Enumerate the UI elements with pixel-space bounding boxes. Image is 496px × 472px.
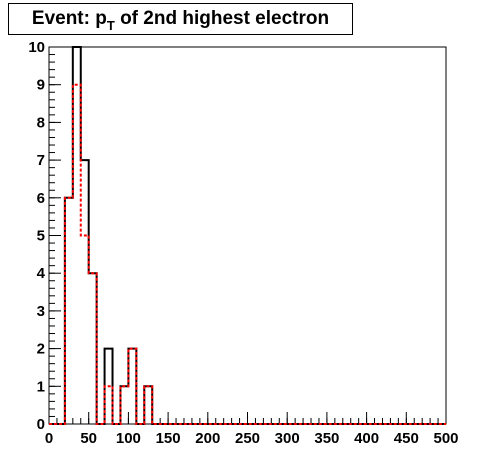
- y-tick-label: 6: [37, 190, 45, 207]
- y-tick-label: 2: [37, 341, 45, 358]
- x-tick-label: 200: [195, 430, 220, 447]
- x-tick-label: 500: [433, 430, 458, 447]
- histogram-series-2: [49, 83, 446, 425]
- x-tick-label: 150: [156, 430, 181, 447]
- title-subscript: T: [106, 18, 115, 33]
- x-tick-label: 450: [394, 430, 419, 447]
- x-tick-label: 0: [45, 430, 53, 447]
- x-tick-label: 250: [235, 430, 260, 447]
- y-tick-label: 5: [37, 228, 45, 245]
- histogram-series: [49, 46, 446, 425]
- plot-frame: [48, 46, 447, 425]
- title-prefix: Event: p: [31, 8, 107, 29]
- y-tick-label: 8: [37, 114, 45, 131]
- y-tick-label: 9: [37, 77, 45, 94]
- title-box: Event: pT of 2nd highest electron: [8, 3, 353, 35]
- chart-title: Event: pT of 2nd highest electron: [9, 8, 352, 33]
- x-tick-label: 300: [275, 430, 300, 447]
- y-tick-label: 7: [37, 152, 45, 169]
- y-tick-label: 10: [28, 39, 45, 56]
- x-tick-label: 350: [314, 430, 339, 447]
- y-tick-label: 4: [37, 265, 46, 282]
- y-tick-label: 1: [37, 378, 45, 395]
- title-suffix: of 2nd highest electron: [114, 8, 330, 29]
- x-tick-label: 400: [354, 430, 379, 447]
- y-tick-label: 0: [37, 416, 45, 433]
- x-tick-label: 100: [116, 430, 141, 447]
- y-tick-label: 3: [37, 303, 45, 320]
- x-tick-label: 50: [80, 430, 97, 447]
